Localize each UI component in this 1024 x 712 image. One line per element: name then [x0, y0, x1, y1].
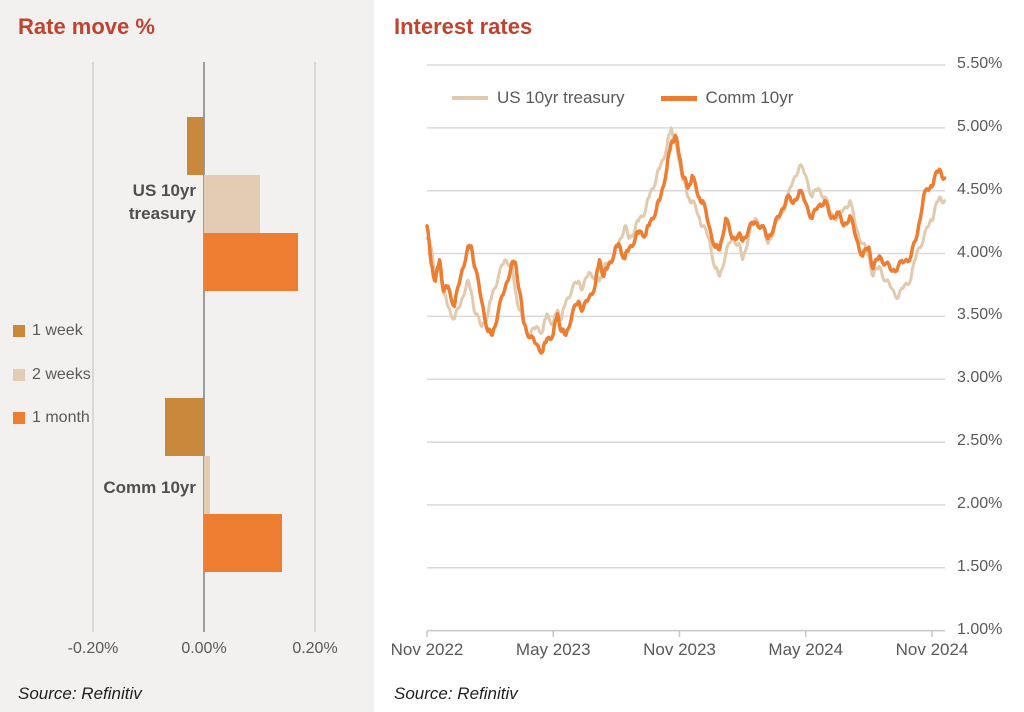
interest-rates-title: Interest rates	[394, 14, 533, 39]
2-weeks-swatch	[13, 368, 25, 381]
x-tick-label: -0.20%	[67, 640, 119, 657]
bar-comm-10yr-1-month	[204, 514, 282, 572]
interest-rates-legend: US 10yr treasury Comm 10yr	[452, 88, 793, 108]
legend-label: 1 week	[32, 322, 83, 339]
interest-rates-source: Source: Refinitiv	[394, 684, 518, 703]
rate-move-title: Rate move %	[18, 14, 155, 39]
x-tick-label: Nov 2023	[643, 640, 716, 659]
bar-comm-10yr-2-weeks	[204, 456, 210, 514]
x-tick-label: 0.00%	[181, 640, 227, 657]
bar-us-10yr-treasury-2-weeks	[204, 175, 260, 233]
x-tick-label: May 2023	[515, 640, 591, 659]
legend-item-2-weeks: 2 weeks	[13, 366, 91, 384]
y-tick-label: 5.50%	[957, 55, 1003, 72]
legend-label: 2 weeks	[32, 365, 91, 383]
legend-item-1-week: 1 week	[13, 322, 83, 340]
y-tick-label: 5.00%	[957, 117, 1003, 135]
x-tick-label: 0.20%	[292, 640, 338, 657]
legend-item-1-month: 1 month	[13, 409, 90, 427]
x-tick-label: Nov 2024	[895, 640, 969, 659]
legend-item-comm-10yr: Comm 10yr	[660, 88, 794, 108]
legend-label-comm-10yr: Comm 10yr	[705, 88, 794, 107]
x-tick-label: Nov 2022	[390, 640, 464, 659]
1-month-swatch	[13, 412, 25, 424]
bar-comm-10yr-1-week	[165, 398, 204, 456]
rate-move-source: Source: Refinitiv	[18, 684, 142, 703]
y-tick-label: 1.50%	[957, 557, 1003, 575]
x-tick-label: May 2024	[768, 640, 844, 659]
interest-rates-panel: Interest rates US 10yr treasury Comm 10y…	[374, 0, 1024, 712]
legend-label: 1 month	[32, 409, 90, 426]
bar-us-10yr-treasury-1-month	[204, 233, 299, 291]
y-tick-label: 4.00%	[957, 243, 1003, 261]
legend-item-us-10yr-treasury: US 10yr treasury	[452, 88, 625, 108]
category-label-us-10yr-treasury: US 10yr treasury	[128, 181, 196, 223]
vertical-gridline	[314, 62, 316, 632]
us-10yr-treasury-line	[425, 126, 947, 337]
y-tick-label: 2.50%	[957, 432, 1003, 450]
y-tick-label: 2.00%	[957, 494, 1003, 512]
rate-move-panel: Rate move % US 10yr treasury Comm 10yr 1…	[0, 0, 374, 712]
interest-rates-line-chart	[425, 64, 947, 637]
vertical-gridline	[92, 62, 94, 632]
legend-label-us-10yr-treasury: US 10yr treasury	[497, 88, 625, 107]
bar-us-10yr-treasury-1-week	[187, 117, 204, 175]
y-tick-label: 1.00%	[957, 620, 1003, 638]
us-10yr-treasury-line-swatch	[452, 96, 488, 100]
category-label-comm-10yr: Comm 10yr	[103, 478, 196, 497]
1-week-swatch	[13, 325, 25, 337]
comm-10yr-line-swatch	[660, 95, 697, 101]
comm-10yr-line	[425, 133, 947, 355]
y-tick-label: 4.50%	[957, 180, 1003, 198]
vertical-gridline	[203, 62, 205, 632]
y-tick-label: 3.50%	[957, 306, 1003, 324]
y-tick-label: 3.00%	[957, 369, 1003, 387]
